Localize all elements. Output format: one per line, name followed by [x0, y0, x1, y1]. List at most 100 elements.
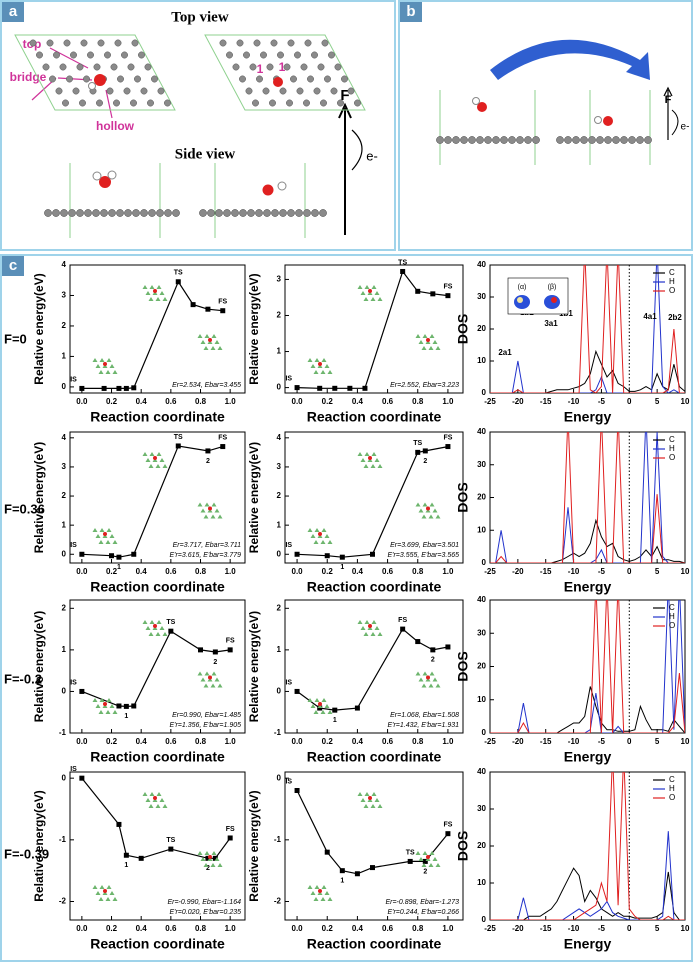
atom-marker	[421, 683, 427, 688]
point	[79, 385, 85, 391]
y-tick-label: 10	[477, 695, 486, 704]
atom-marker	[159, 626, 165, 630]
atom-marker	[364, 285, 370, 289]
atom-marker	[109, 364, 115, 368]
carbon-atom	[492, 136, 500, 144]
adsorbate	[208, 506, 212, 511]
atom-marker	[370, 804, 376, 808]
plot-area	[81, 280, 223, 389]
carbon-atom	[290, 75, 297, 83]
carbon-atom	[144, 63, 152, 71]
atom-marker	[92, 528, 98, 532]
x-tick-label: -20	[512, 924, 524, 933]
point-label: FS	[443, 283, 452, 290]
atom-marker	[210, 346, 216, 350]
y-tick-label: -2	[274, 897, 282, 906]
x-tick-label: -5	[598, 397, 606, 406]
adsorbate	[153, 456, 157, 460]
legend-label: H	[669, 612, 675, 621]
point	[101, 385, 107, 391]
y-tick-label: 3	[277, 275, 282, 284]
x-axis-title: Energy	[564, 409, 612, 425]
atom-marker	[357, 285, 363, 289]
carbon-atom	[83, 75, 90, 83]
y-tick-label: 4	[277, 433, 282, 442]
atom-marker	[313, 897, 319, 901]
point	[422, 448, 428, 454]
x-tick-label: 0.2	[106, 737, 118, 746]
carbon-atom	[334, 63, 342, 71]
annotation: Er=3.717, Ebar=3.711	[173, 542, 241, 549]
y-tick-label: 2	[277, 603, 282, 612]
y-tick-label: 3	[277, 462, 282, 471]
x-tick-label: 0.8	[412, 924, 424, 933]
carbon-atom	[330, 87, 338, 95]
atom-marker	[307, 528, 313, 532]
point-label: FS	[218, 434, 227, 441]
x-tick-label: 0.2	[322, 397, 334, 406]
carbon-atom	[79, 99, 86, 107]
panel-a-frame	[0, 0, 396, 251]
atom-marker	[159, 798, 165, 802]
atom-marker	[429, 851, 435, 855]
point-label: 1	[340, 564, 344, 571]
carbon-atom	[271, 209, 279, 217]
carbon-atom	[556, 136, 564, 144]
atom-marker	[214, 340, 220, 344]
point-label: TS	[398, 259, 407, 266]
x-tick-label: 1.0	[442, 737, 454, 746]
atom-marker	[145, 291, 151, 295]
y-axis-title: Relative energy(eV)	[247, 790, 261, 901]
x-tick-label: -10	[568, 924, 580, 933]
energy-line	[81, 445, 223, 558]
oxygen-atom	[477, 102, 487, 112]
annotation: Er=2.534, Ebar=3.455	[172, 382, 241, 389]
point-label: IS	[285, 679, 292, 686]
carbon-atom	[266, 63, 274, 71]
point	[116, 554, 122, 560]
point	[400, 626, 406, 632]
y-axis-title: Relative energy(eV)	[32, 611, 46, 722]
x-tick-label: -20	[512, 397, 524, 406]
panel-label: c	[9, 257, 17, 274]
atom-marker	[415, 671, 421, 676]
carbon-atom	[311, 209, 319, 217]
carbon-atom	[93, 63, 101, 71]
atom-marker	[321, 358, 327, 362]
plot-frame	[69, 431, 246, 564]
carbon-atom	[123, 87, 131, 95]
carbon-atom	[636, 136, 644, 144]
arrow-head	[338, 102, 352, 119]
atom-marker	[106, 885, 112, 889]
carbon-atom	[612, 136, 620, 144]
atom-marker	[360, 291, 366, 295]
atom-marker	[217, 863, 223, 867]
y-tick-label: 20	[477, 324, 486, 333]
x-tick-label: 10	[681, 397, 690, 406]
adsorbate	[318, 532, 322, 536]
carbon-atom	[286, 99, 293, 107]
y-tick-label: 3	[62, 462, 67, 471]
atom-marker	[95, 891, 101, 895]
site-label: hollow	[96, 119, 135, 133]
adsorbate	[318, 889, 322, 893]
y-axis-title: Relative energy(eV)	[247, 611, 261, 722]
x-tick-label: -10	[568, 397, 580, 406]
x-tick-label: -15	[540, 397, 552, 406]
energy-line	[297, 270, 448, 389]
atom-marker	[428, 346, 434, 350]
legend-label: H	[669, 277, 675, 286]
annotation: E'r=0.244, E'bar=0.266	[387, 909, 459, 916]
label-box	[2, 256, 24, 276]
annotation: Er=2.552, Ebar=3.223	[390, 382, 459, 389]
carbon-atom	[76, 209, 84, 217]
atom-marker	[360, 458, 366, 462]
label-box	[2, 2, 24, 22]
carbon-atom	[215, 209, 223, 217]
plot-area	[296, 790, 449, 875]
y-tick-label: 0	[482, 558, 487, 567]
x-tick-label: -15	[540, 924, 552, 933]
atom-marker	[92, 698, 98, 702]
site-number: 1	[279, 60, 286, 74]
x-axis-title: Reaction coordinate	[90, 579, 225, 595]
